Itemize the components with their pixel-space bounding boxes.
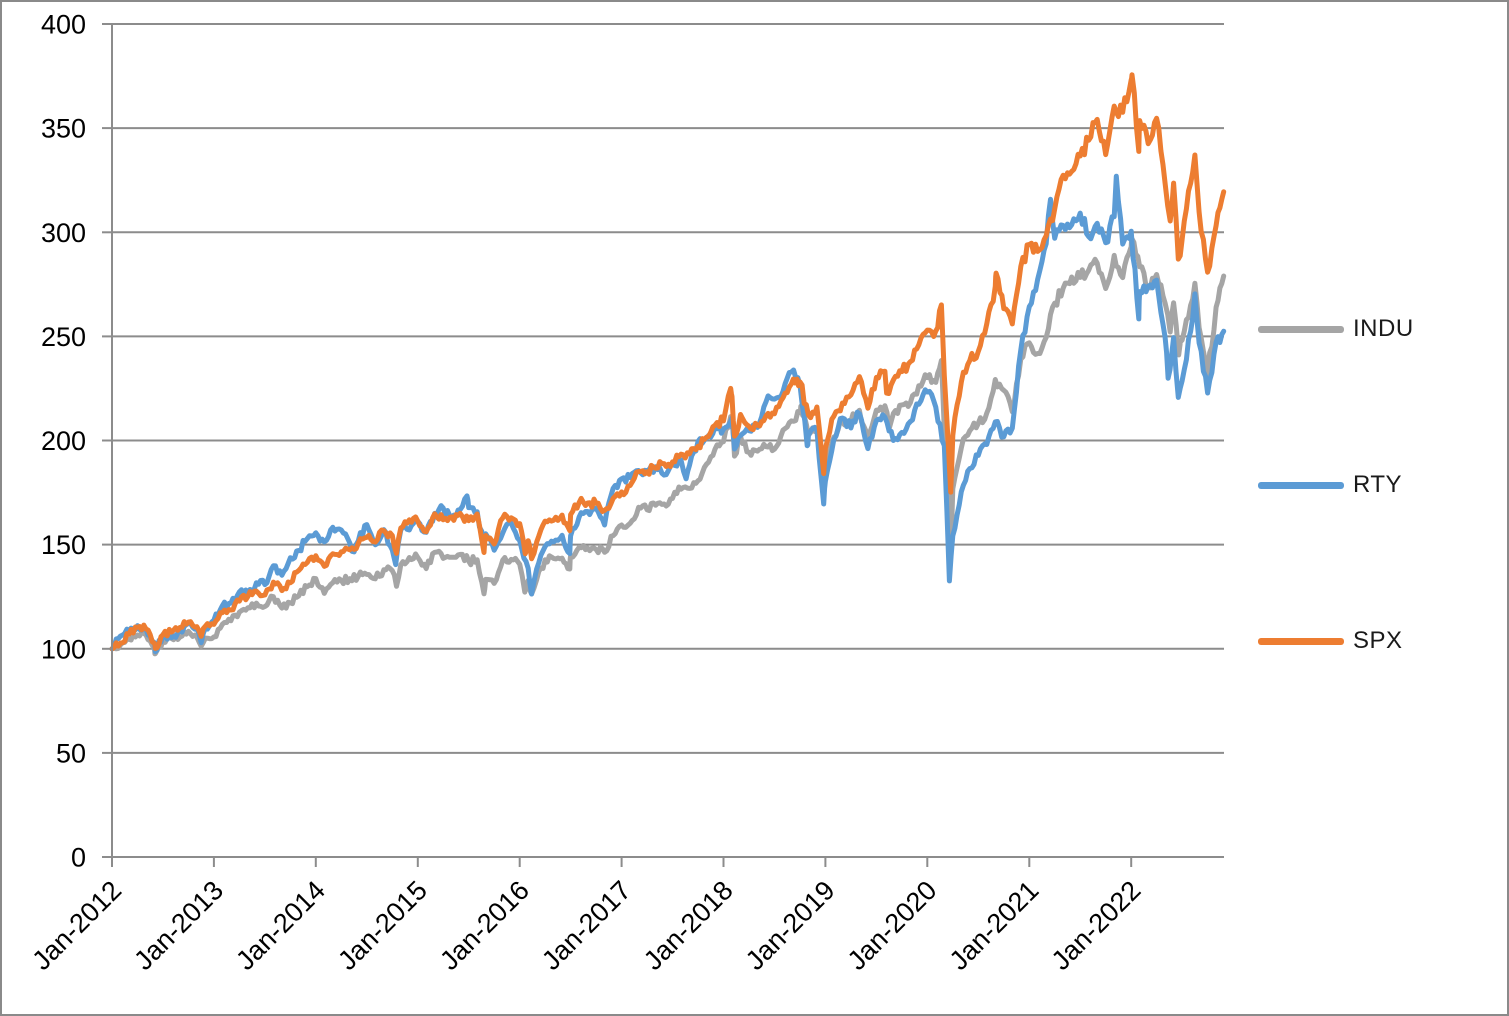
axis-labels: 0 50 100 150 200 250 300 350 400 Jan-2012 Jan-2013…: [26, 10, 1146, 976]
y-axis-label: 250: [41, 322, 86, 352]
x-axis-label: Jan-2016: [434, 875, 535, 976]
x-axis-label: Jan-2013: [128, 875, 229, 976]
x-axis-label: Jan-2018: [638, 875, 739, 976]
x-axis-label: Jan-2015: [332, 875, 433, 976]
y-axis-label: 0: [71, 843, 86, 873]
y-axis-label: 350: [41, 114, 86, 144]
axes: [102, 23, 1224, 867]
x-axis-label: Jan-2017: [536, 875, 637, 976]
x-axis-label: Jan-2012: [26, 875, 127, 976]
gridlines: [112, 23, 1224, 754]
y-axis-label: 100: [41, 634, 86, 664]
y-axis-label: 400: [41, 10, 86, 40]
y-axis-label: 150: [41, 530, 86, 560]
series-line-spx: [109, 72, 1227, 652]
x-axis-label: Jan-2020: [842, 875, 943, 976]
y-axis-label: 50: [56, 738, 86, 768]
x-axis-label: Jan-2021: [944, 875, 1045, 976]
series-line-rty: [109, 173, 1227, 655]
x-axis-label: Jan-2022: [1046, 875, 1147, 976]
x-axis-label: Jan-2019: [740, 875, 841, 976]
series-lines: [109, 72, 1227, 657]
x-axis-label: Jan-2014: [230, 875, 331, 976]
y-axis-label: 300: [41, 218, 86, 248]
y-axis-label: 200: [41, 426, 86, 456]
series-line-indu: [109, 236, 1227, 657]
